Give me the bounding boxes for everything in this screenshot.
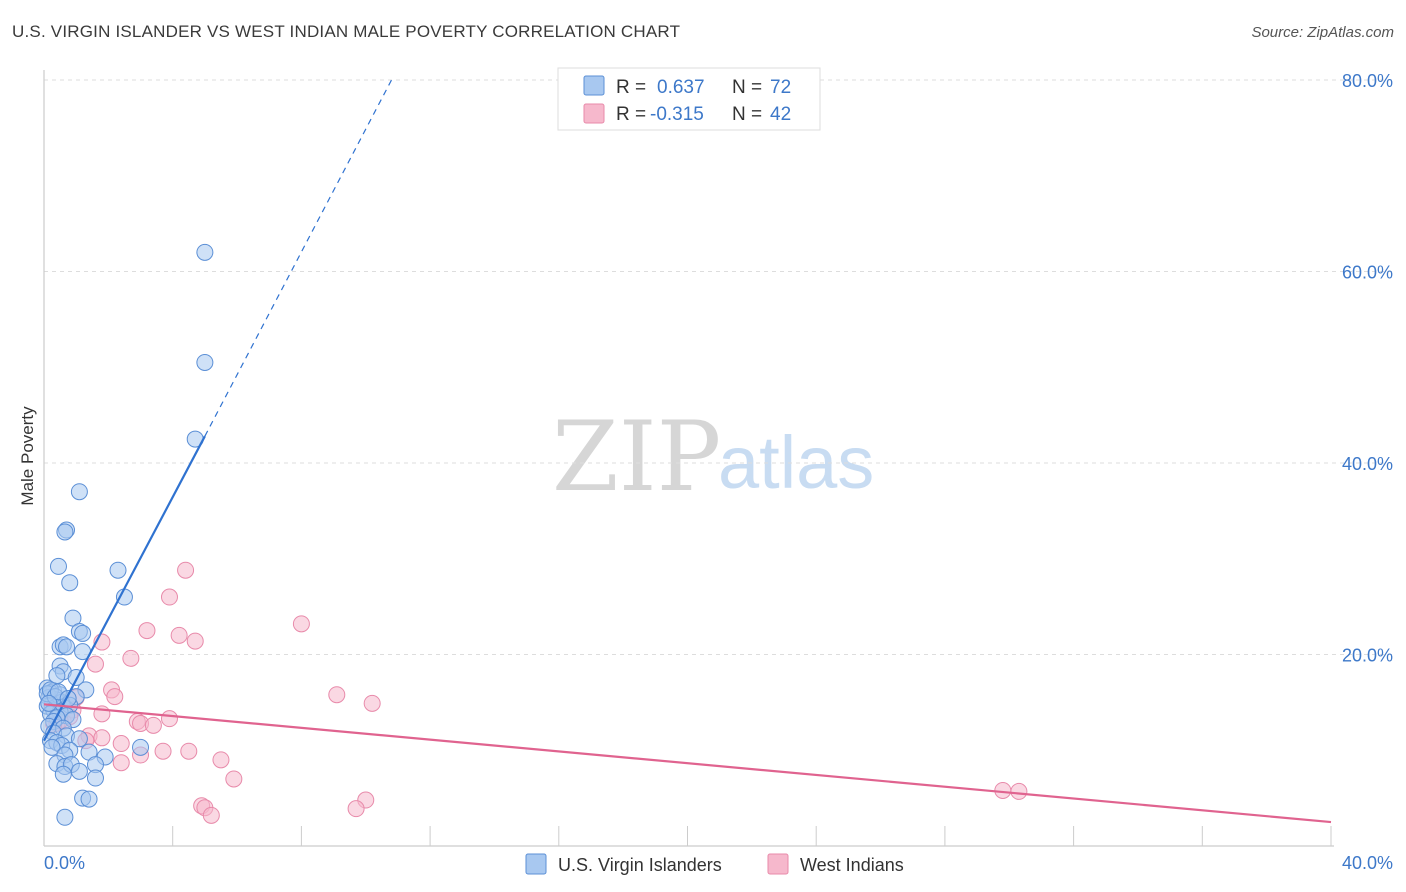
bottom-legend: U.S. Virgin Islanders West Indians (525, 853, 904, 875)
chart-title: U.S. VIRGIN ISLANDER VS WEST INDIAN MALE… (12, 22, 681, 41)
data-point-us-virgin-islanders (56, 523, 74, 541)
data-point-us-virgin-islanders (70, 483, 88, 501)
data-point-west-indians (144, 716, 162, 734)
series-us-virgin-islanders-points (38, 243, 214, 826)
series-west-indians-points (45, 561, 1028, 824)
data-point-west-indians (202, 806, 220, 824)
data-point-us-virgin-islanders (196, 243, 214, 261)
data-point-west-indians (160, 710, 178, 728)
data-point-west-indians (170, 626, 188, 644)
legend-n-label-2: N = (732, 104, 762, 125)
data-point-west-indians (154, 742, 172, 760)
data-point-west-indians (106, 688, 124, 706)
data-point-west-indians (363, 694, 381, 712)
data-point-us-virgin-islanders (70, 762, 88, 780)
legend-n-label-1: N = (732, 77, 762, 98)
data-point-west-indians (186, 632, 204, 650)
bottom-legend-label-blue: U.S. Virgin Islanders (558, 855, 722, 875)
data-point-west-indians (93, 729, 111, 747)
data-point-us-virgin-islanders (40, 694, 58, 712)
legend-n-value-2: 42 (770, 104, 791, 125)
legend-r-value-2: -0.315 (650, 104, 704, 125)
y-tick-label: 20.0% (1342, 646, 1393, 666)
data-point-west-indians (177, 561, 195, 579)
legend-r-value-1: 0.637 (657, 77, 705, 98)
data-point-us-virgin-islanders (132, 738, 150, 756)
trend-lines (43, 79, 1332, 824)
data-point-us-virgin-islanders (54, 765, 72, 783)
data-point-west-indians (112, 735, 130, 753)
data-point-us-virgin-islanders (56, 808, 74, 826)
data-point-us-virgin-islanders (70, 730, 88, 748)
data-point-us-virgin-islanders (61, 574, 79, 592)
gridlines (44, 79, 1393, 655)
trend-line-us-virgin-islanders-extension (204, 79, 393, 437)
data-point-west-indians (180, 742, 198, 760)
y-tick-label: 80.0% (1342, 71, 1393, 91)
data-point-us-virgin-islanders (80, 790, 98, 808)
data-point-west-indians (138, 622, 156, 640)
trend-line-us-virgin-islanders (43, 435, 206, 742)
y-tick-labels: 20.0% 40.0% 60.0% 80.0% (1342, 71, 1393, 666)
legend-swatch-blue (583, 75, 605, 96)
legend-swatch-pink (583, 103, 605, 124)
legend-r-label-2: R = (616, 104, 646, 125)
data-point-west-indians (292, 615, 310, 633)
data-point-west-indians (112, 754, 130, 772)
bottom-legend-swatch-pink (767, 853, 789, 875)
bottom-legend-label-pink: West Indians (800, 855, 904, 875)
data-point-us-virgin-islanders (58, 638, 76, 656)
data-point-us-virgin-islanders (49, 557, 67, 575)
y-tick-label: 60.0% (1342, 263, 1393, 283)
x-axis-ticks (172, 826, 1332, 846)
trend-line-west-indians (43, 703, 1332, 824)
data-point-west-indians (1010, 782, 1028, 800)
bottom-legend-swatch-blue (525, 853, 547, 875)
data-point-us-virgin-islanders (109, 561, 127, 579)
data-point-west-indians (160, 588, 178, 606)
data-point-us-virgin-islanders (43, 738, 61, 756)
data-point-us-virgin-islanders (86, 769, 104, 787)
chart-source: Source: ZipAtlas.com (1251, 24, 1394, 41)
legend-n-value-1: 72 (770, 77, 791, 98)
watermark-zip: ZIP (552, 401, 721, 513)
y-axis-title: Male Poverty (18, 406, 37, 506)
x-tick-label-min: 0.0% (44, 853, 85, 873)
data-point-west-indians (225, 770, 243, 788)
data-point-west-indians (347, 800, 365, 818)
data-point-west-indians (122, 649, 140, 667)
legend: R = 0.637 N = 72 R = -0.315 N = 42 (557, 67, 821, 131)
x-tick-label-max: 40.0% (1342, 853, 1393, 873)
data-point-west-indians (328, 686, 346, 704)
legend-r-label-1: R = (616, 77, 646, 98)
data-point-west-indians (86, 655, 104, 673)
y-tick-label: 40.0% (1342, 454, 1393, 474)
data-point-us-virgin-islanders (74, 624, 92, 642)
data-point-us-virgin-islanders (196, 353, 214, 371)
data-point-west-indians (212, 751, 230, 769)
